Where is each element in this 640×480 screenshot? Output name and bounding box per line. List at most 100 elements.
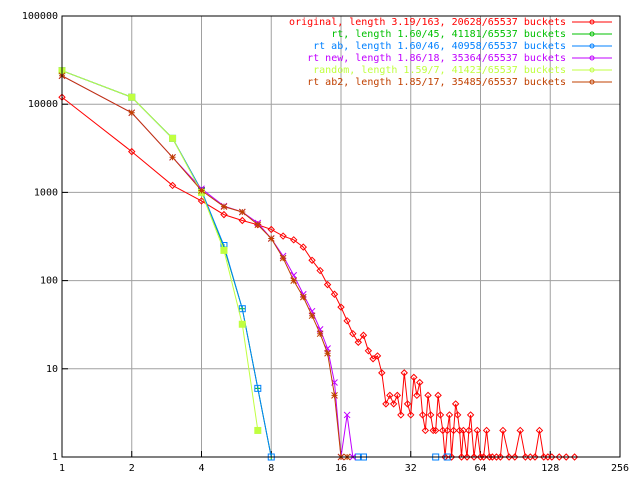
marker — [445, 411, 454, 419]
marker — [308, 312, 316, 320]
plot-frame — [61, 15, 621, 458]
legend-label: random, length 1.59/7, 41423/65537 bucke… — [313, 65, 566, 76]
marker — [436, 411, 445, 419]
marker — [373, 352, 382, 360]
marker — [198, 187, 205, 194]
marker — [128, 109, 136, 117]
marker — [410, 373, 418, 382]
x-tick-label: 64 — [474, 463, 486, 474]
marker — [331, 391, 338, 399]
marker — [323, 280, 332, 289]
marker — [439, 426, 447, 435]
marker — [168, 181, 177, 190]
marker — [499, 426, 507, 435]
marker — [407, 411, 415, 419]
legend-dot — [589, 43, 595, 49]
marker — [238, 216, 247, 225]
marker — [421, 426, 430, 435]
marker — [324, 349, 331, 357]
x-tick-label: 256 — [611, 463, 629, 474]
legend-label: rt, length 1.60/45, 41181/65537 buckets — [331, 29, 566, 40]
x-tick-label: 16 — [335, 463, 347, 474]
marker — [128, 93, 136, 101]
marker — [413, 391, 421, 400]
marker — [403, 400, 412, 408]
marker — [416, 378, 424, 387]
marker — [316, 330, 324, 338]
marker — [429, 426, 437, 435]
marker — [386, 391, 394, 400]
marker — [466, 411, 475, 419]
marker — [455, 426, 464, 435]
legend-label: rt new, length 1.86/18, 35364/65537 buck… — [307, 53, 566, 64]
legend-dot — [589, 19, 595, 25]
marker — [267, 235, 275, 242]
marker — [426, 411, 435, 419]
legend-marker — [589, 43, 595, 49]
marker — [378, 369, 386, 377]
marker — [535, 426, 544, 435]
x-tick-label: 32 — [405, 463, 417, 474]
legend-marker — [589, 67, 595, 73]
legend-marker — [589, 19, 595, 25]
marker — [279, 254, 287, 262]
legend-label: rt ab2, length 1.85/17, 35485/65537 buck… — [307, 77, 566, 88]
legend-marker — [589, 31, 595, 37]
marker — [279, 232, 287, 240]
marker — [58, 93, 66, 101]
marker — [359, 331, 368, 339]
legend-dot — [589, 31, 595, 37]
legend-dot — [589, 55, 595, 61]
marker — [330, 290, 339, 298]
marker — [220, 203, 228, 210]
marker — [354, 338, 363, 346]
marker — [431, 426, 440, 435]
y-tick-label: 100 — [40, 276, 58, 287]
marker — [473, 426, 482, 435]
marker — [267, 225, 275, 234]
x-tick-label: 2 — [129, 463, 135, 474]
marker — [451, 400, 460, 408]
x-tick-label: 4 — [198, 463, 204, 474]
legend-label: original, length 3.19/163, 20628/65537 b… — [289, 17, 566, 28]
marker — [220, 210, 228, 219]
x-tick-label: 8 — [268, 463, 274, 474]
marker — [238, 208, 246, 216]
marker — [128, 147, 136, 156]
y-tick-label: 1 — [52, 452, 58, 463]
marker — [418, 411, 427, 419]
marker — [482, 426, 491, 435]
marker — [169, 153, 176, 161]
y-tick-label: 100000 — [22, 11, 58, 22]
x-tick-label: 128 — [541, 463, 559, 474]
legend-marker — [589, 79, 595, 85]
marker — [299, 293, 307, 301]
marker — [238, 320, 246, 328]
y-tick-label: 10 — [46, 364, 58, 375]
legend-marker — [589, 55, 595, 61]
y-tick-label: 10000 — [28, 99, 58, 110]
marker — [369, 355, 377, 363]
marker — [220, 246, 228, 254]
marker — [289, 236, 298, 244]
marker — [400, 369, 408, 377]
marker — [389, 400, 398, 408]
y-tick-label: 1000 — [34, 187, 58, 198]
marker — [465, 426, 473, 435]
marker — [299, 243, 308, 251]
marker — [254, 221, 262, 229]
legend-dot — [589, 67, 595, 73]
legend: original, length 3.19/163, 20628/65537 b… — [289, 17, 612, 88]
marker — [516, 426, 524, 435]
marker — [337, 303, 345, 311]
marker — [424, 391, 432, 400]
marker — [290, 277, 298, 284]
marker — [364, 347, 373, 355]
marker — [434, 391, 442, 400]
marker — [349, 329, 357, 338]
x-tick-label: 1 — [59, 463, 65, 474]
marker — [453, 411, 462, 419]
marker — [397, 411, 405, 419]
